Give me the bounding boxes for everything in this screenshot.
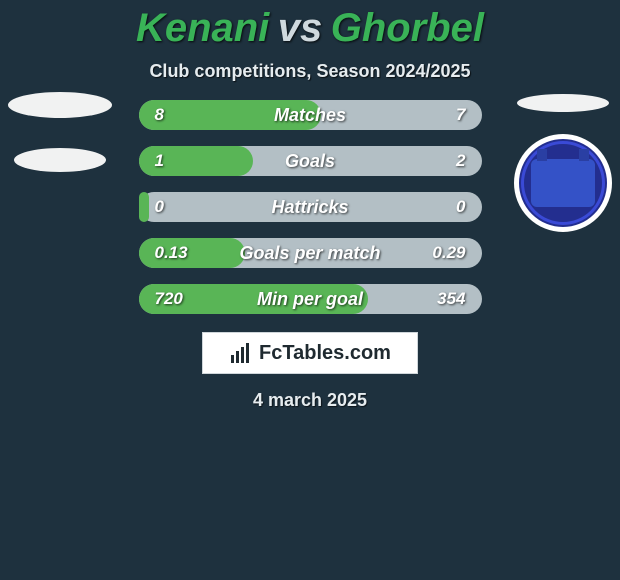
- logo-shape: [14, 148, 106, 172]
- club-badge-inner: [531, 159, 595, 207]
- player1-name: Kenani: [136, 6, 269, 50]
- stat-row: 12Goals: [139, 146, 482, 176]
- stat-row: 00Hattricks: [139, 192, 482, 222]
- date-text: 4 march 2025: [0, 390, 620, 411]
- stat-label: Matches: [139, 100, 482, 130]
- stats-bars: 87Matches 12Goals 00Hattricks 0.130.29Goals…: [139, 100, 482, 314]
- logo-shape: [517, 94, 609, 112]
- stat-row: 0.130.29Goals per match: [139, 238, 482, 268]
- stat-row: 720354Min per goal: [139, 284, 482, 314]
- stat-label: Hattricks: [139, 192, 482, 222]
- player2-club-logo: [514, 92, 612, 232]
- branding-badge[interactable]: FcTables.com: [202, 332, 418, 374]
- player1-club-logo: [8, 92, 112, 172]
- stat-label: Goals per match: [139, 238, 482, 268]
- branding-text: FcTables.com: [259, 342, 391, 365]
- club-badge: [514, 134, 612, 232]
- subtitle-text: Club competitions, Season 2024/2025: [0, 61, 620, 82]
- stat-row: 87Matches: [139, 100, 482, 130]
- logo-shape: [8, 92, 112, 118]
- player2-name: Ghorbel: [331, 6, 484, 50]
- comparison-title: Kenani vs Ghorbel: [0, 0, 620, 51]
- vs-word: vs: [278, 6, 323, 50]
- bar-chart-icon: [229, 341, 253, 365]
- stat-label: Goals: [139, 146, 482, 176]
- stat-label: Min per goal: [139, 284, 482, 314]
